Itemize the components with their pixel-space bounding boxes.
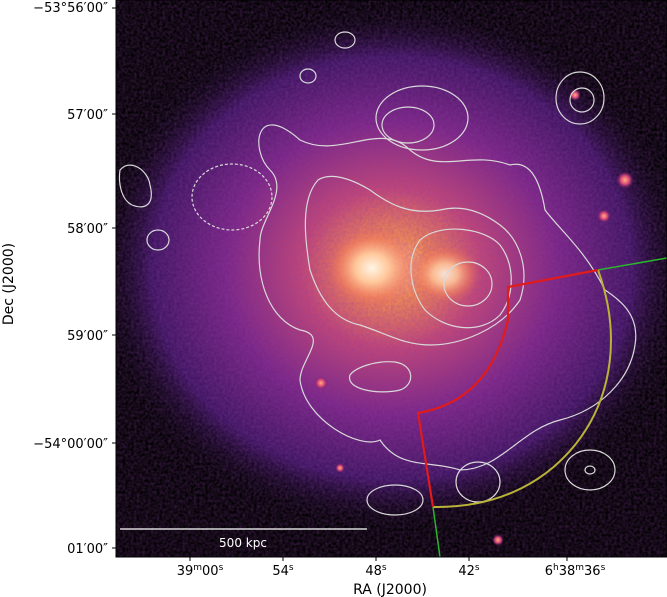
contour-north-inner [381, 106, 435, 144]
scale-bar-label: 500 kpc [219, 536, 267, 550]
contour-south-far [366, 484, 424, 516]
contour-far-east-inner [584, 465, 596, 475]
x-axis: 39m00s 54s 48s 42s 6h38m36s RA (J2000) [177, 557, 606, 597]
y-axis: −53°56′00″ 57′00″ 58′00″ 59′00″ −54°00′0… [1, 1, 116, 557]
point-source [314, 376, 328, 390]
contour-level-4 [443, 261, 493, 307]
x-axis-title: RA (J2000) [353, 582, 427, 597]
contour-top-small-2 [299, 68, 317, 84]
contour-northeast-inner [569, 87, 595, 113]
contour-negative [191, 163, 273, 231]
contour-level-2 [304, 175, 525, 346]
contour-far-east [564, 449, 616, 491]
y-tick-label: 58′00″ [67, 222, 108, 237]
y-tick-label: −54°00′00″ [33, 437, 108, 452]
green-sector-line [432, 257, 667, 557]
x-tick-label: 48s [365, 563, 387, 579]
contour-south [349, 361, 412, 393]
x-tick-label: 6h38m36s [545, 563, 606, 579]
xray-image: 500 kpc [116, 0, 667, 557]
y-tick-label: 59′00″ [67, 329, 108, 344]
point-source [597, 209, 611, 223]
contour-outer [258, 124, 637, 471]
plot-frame [115, 0, 667, 558]
contour-level-3 [410, 228, 512, 329]
x-tick-label: 39m00s [177, 563, 224, 579]
y-tick-label: 01′00″ [67, 542, 108, 557]
y-axis-title: Dec (J2000) [1, 243, 17, 325]
contour-north [375, 85, 469, 151]
point-source [335, 463, 345, 473]
radio-contours [118, 31, 637, 516]
yellow-arc [432, 269, 612, 509]
contour-west [118, 164, 152, 208]
point-source [569, 89, 581, 101]
point-source [492, 534, 504, 546]
cluster-core-east [324, 226, 420, 310]
cluster-core-west [409, 244, 481, 304]
contour-west-small [146, 229, 170, 251]
y-tick-label: −53°56′00″ [33, 1, 108, 16]
contour-top-small [334, 31, 356, 49]
contour-southeast [455, 461, 501, 503]
point-source [616, 171, 634, 189]
y-tick-label: 57′00″ [67, 108, 108, 123]
x-tick-label: 42s [458, 563, 480, 579]
x-tick-label: 54s [272, 563, 294, 579]
red-sector [416, 268, 599, 508]
contour-northeast [555, 71, 605, 125]
